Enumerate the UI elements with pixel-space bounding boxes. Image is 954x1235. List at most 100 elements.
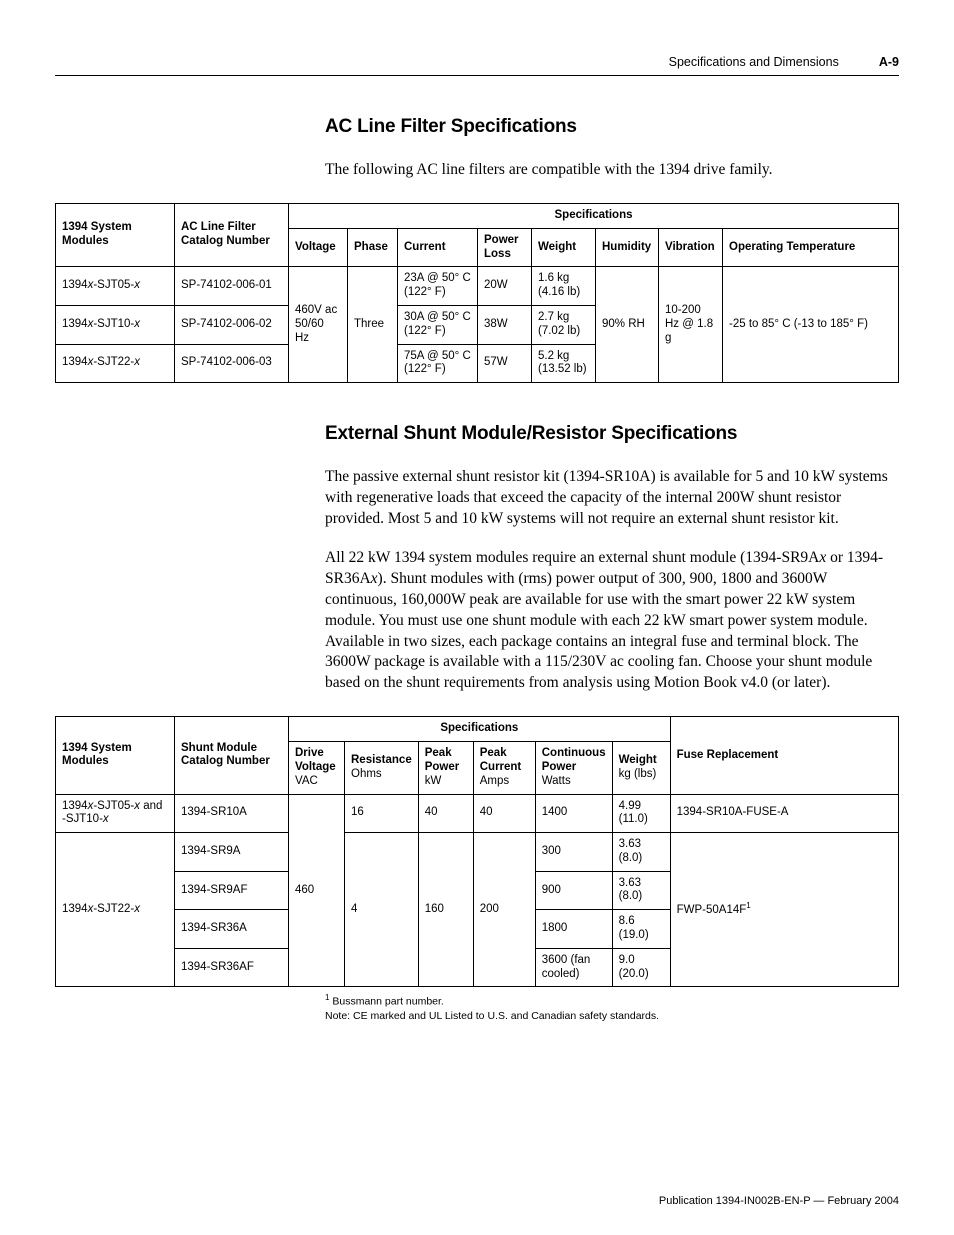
- th-modules: 1394 System Modules: [56, 717, 175, 794]
- th-fuse: Fuse Replacement: [670, 717, 898, 794]
- shunt-body: The passive external shunt resistor kit …: [325, 467, 899, 694]
- cell-text: x: [134, 903, 140, 915]
- th-text: Continuous Power: [542, 747, 606, 773]
- th-text: Watts: [542, 775, 571, 787]
- cell-text: FWP-50A14F1: [670, 833, 898, 987]
- cell-text: 75A @ 50° C (122° F): [398, 344, 478, 383]
- cell-text: -SJT10-: [93, 318, 134, 330]
- cell-text: 9.0 (20.0): [612, 948, 670, 987]
- cell-text: 1394-SR10A-FUSE-A: [670, 794, 898, 833]
- th-humidity: Humidity: [596, 228, 659, 267]
- th-res: ResistanceOhms: [345, 742, 419, 794]
- th-pp: Peak PowerkW: [418, 742, 473, 794]
- cell-text: -SJT22-: [93, 356, 134, 368]
- cell-text: 1394: [62, 318, 88, 330]
- cell-text: Three: [348, 267, 398, 383]
- th-phase: Phase: [348, 228, 398, 267]
- publication-line: Publication 1394-IN002B-EN-P — February …: [659, 1195, 899, 1207]
- cell-text: 2.7 kg (7.02 lb): [532, 305, 596, 344]
- cell-text: 20W: [478, 267, 532, 306]
- shunt-p2: All 22 kW 1394 system modules require an…: [325, 548, 899, 694]
- cell-text: 90% RH: [596, 267, 659, 383]
- th-catalog: Shunt Module Catalog Number: [175, 717, 289, 794]
- th-text: Drive Voltage: [295, 747, 336, 773]
- cell-text: FWP-50A14F: [677, 904, 747, 916]
- th-modules: 1394 System Modules: [56, 203, 175, 266]
- th-dv: Drive Voltage VAC: [289, 742, 345, 794]
- ac-filter-table: 1394 System Modules AC Line Filter Catal…: [55, 203, 899, 383]
- cell-text: -25 to 85° C (-13 to 185° F): [723, 267, 899, 383]
- th-specs: Specifications: [289, 717, 671, 742]
- cell-text: 38W: [478, 305, 532, 344]
- cell-text: -SJT05-: [93, 279, 134, 291]
- th-optemp: Operating Temperature: [723, 228, 899, 267]
- th-ploss: Power Loss: [478, 228, 532, 267]
- th-text: Resistance: [351, 754, 412, 766]
- cell-text: 1394-SR36A: [175, 910, 289, 949]
- cell-text: 30A @ 50° C (122° F): [398, 305, 478, 344]
- ac-filter-intro-text: The following AC line filters are compat…: [325, 160, 899, 181]
- header-rule: [55, 75, 899, 76]
- text-run: ). Shunt modules with (rms) power output…: [325, 570, 872, 692]
- cell-text: x: [134, 356, 140, 368]
- cell-text: 160: [418, 833, 473, 987]
- th-text: VAC: [295, 775, 318, 787]
- shunt-heading: External Shunt Module/Resistor Specifica…: [325, 423, 899, 445]
- footnote-text: Bussmann part number.: [329, 996, 443, 1008]
- th-cp: Continuous Power Watts: [535, 742, 612, 794]
- table-row: 1394x-SJT05-x SP-74102-006-01 460V ac 50…: [56, 267, 899, 306]
- cell-text: 1394: [62, 800, 88, 812]
- th-voltage: Voltage: [289, 228, 348, 267]
- cell-text: 460V ac 50/60 Hz: [289, 267, 348, 383]
- th-pc: Peak Current Amps: [473, 742, 535, 794]
- cell-text: 4: [345, 833, 419, 987]
- cell-text: 1394-SR9AF: [175, 871, 289, 910]
- cell-text: 1394: [62, 903, 88, 915]
- th-vibration: Vibration: [659, 228, 723, 267]
- cell-sup: 1: [746, 901, 750, 910]
- cell-text: 1400: [535, 794, 612, 833]
- cell-text: 40: [473, 794, 535, 833]
- cell-text: 1394-SR10A: [175, 794, 289, 833]
- cell-text: 200: [473, 833, 535, 987]
- th-weight: Weight: [532, 228, 596, 267]
- shunt-p1: The passive external shunt resistor kit …: [325, 467, 899, 530]
- footnote-2: Note: CE marked and UL Listed to U.S. an…: [325, 1009, 899, 1023]
- ac-filter-heading: AC Line Filter Specifications: [325, 116, 899, 138]
- cell-text: 3.63 (8.0): [612, 833, 670, 872]
- cell-text: 57W: [478, 344, 532, 383]
- cell-text: 460: [289, 794, 345, 987]
- cell-text: 1394-SR36AF: [175, 948, 289, 987]
- table-row: 1394x-SJT05-x and -SJT10-x 1394-SR10A 46…: [56, 794, 899, 833]
- th-w: Weight kg (lbs): [612, 742, 670, 794]
- cell-text: 1394: [62, 356, 88, 368]
- cell-text: 4.99 (11.0): [612, 794, 670, 833]
- cell-text: -SJT22-: [93, 903, 134, 915]
- footnotes: 1 Bussmann part number. Note: CE marked …: [325, 993, 899, 1023]
- cell-text: 1394-SR9A: [175, 833, 289, 872]
- cell-text: 16: [345, 794, 419, 833]
- text-run: x: [371, 570, 378, 587]
- cell-text: 8.6 (19.0): [612, 910, 670, 949]
- cell-text: SP-74102-006-01: [175, 267, 289, 306]
- th-current: Current: [398, 228, 478, 267]
- text-run: All 22 kW 1394 system modules require an…: [325, 549, 819, 566]
- header-section-title: Specifications and Dimensions: [669, 55, 839, 69]
- cell-text: 23A @ 50° C (122° F): [398, 267, 478, 306]
- cell-text: 3.63 (8.0): [612, 871, 670, 910]
- ac-filter-intro: The following AC line filters are compat…: [325, 160, 899, 181]
- cell-text: 10-200 Hz @ 1.8 g: [659, 267, 723, 383]
- th-text: Peak Current: [480, 747, 522, 773]
- cell-text: x: [134, 318, 140, 330]
- th-text: Weight: [619, 754, 657, 766]
- cell-text: 900: [535, 871, 612, 910]
- cell-text: 40: [418, 794, 473, 833]
- cell-text: x: [134, 279, 140, 291]
- th-text: kg (lbs): [619, 768, 657, 780]
- cell-text: 5.2 kg (13.52 lb): [532, 344, 596, 383]
- cell-text: SP-74102-006-03: [175, 344, 289, 383]
- header-page-number: A-9: [879, 55, 899, 69]
- cell-text: 3600 (fan cooled): [535, 948, 612, 987]
- th-text: Peak Power: [425, 747, 460, 773]
- th-text: Amps: [480, 775, 509, 787]
